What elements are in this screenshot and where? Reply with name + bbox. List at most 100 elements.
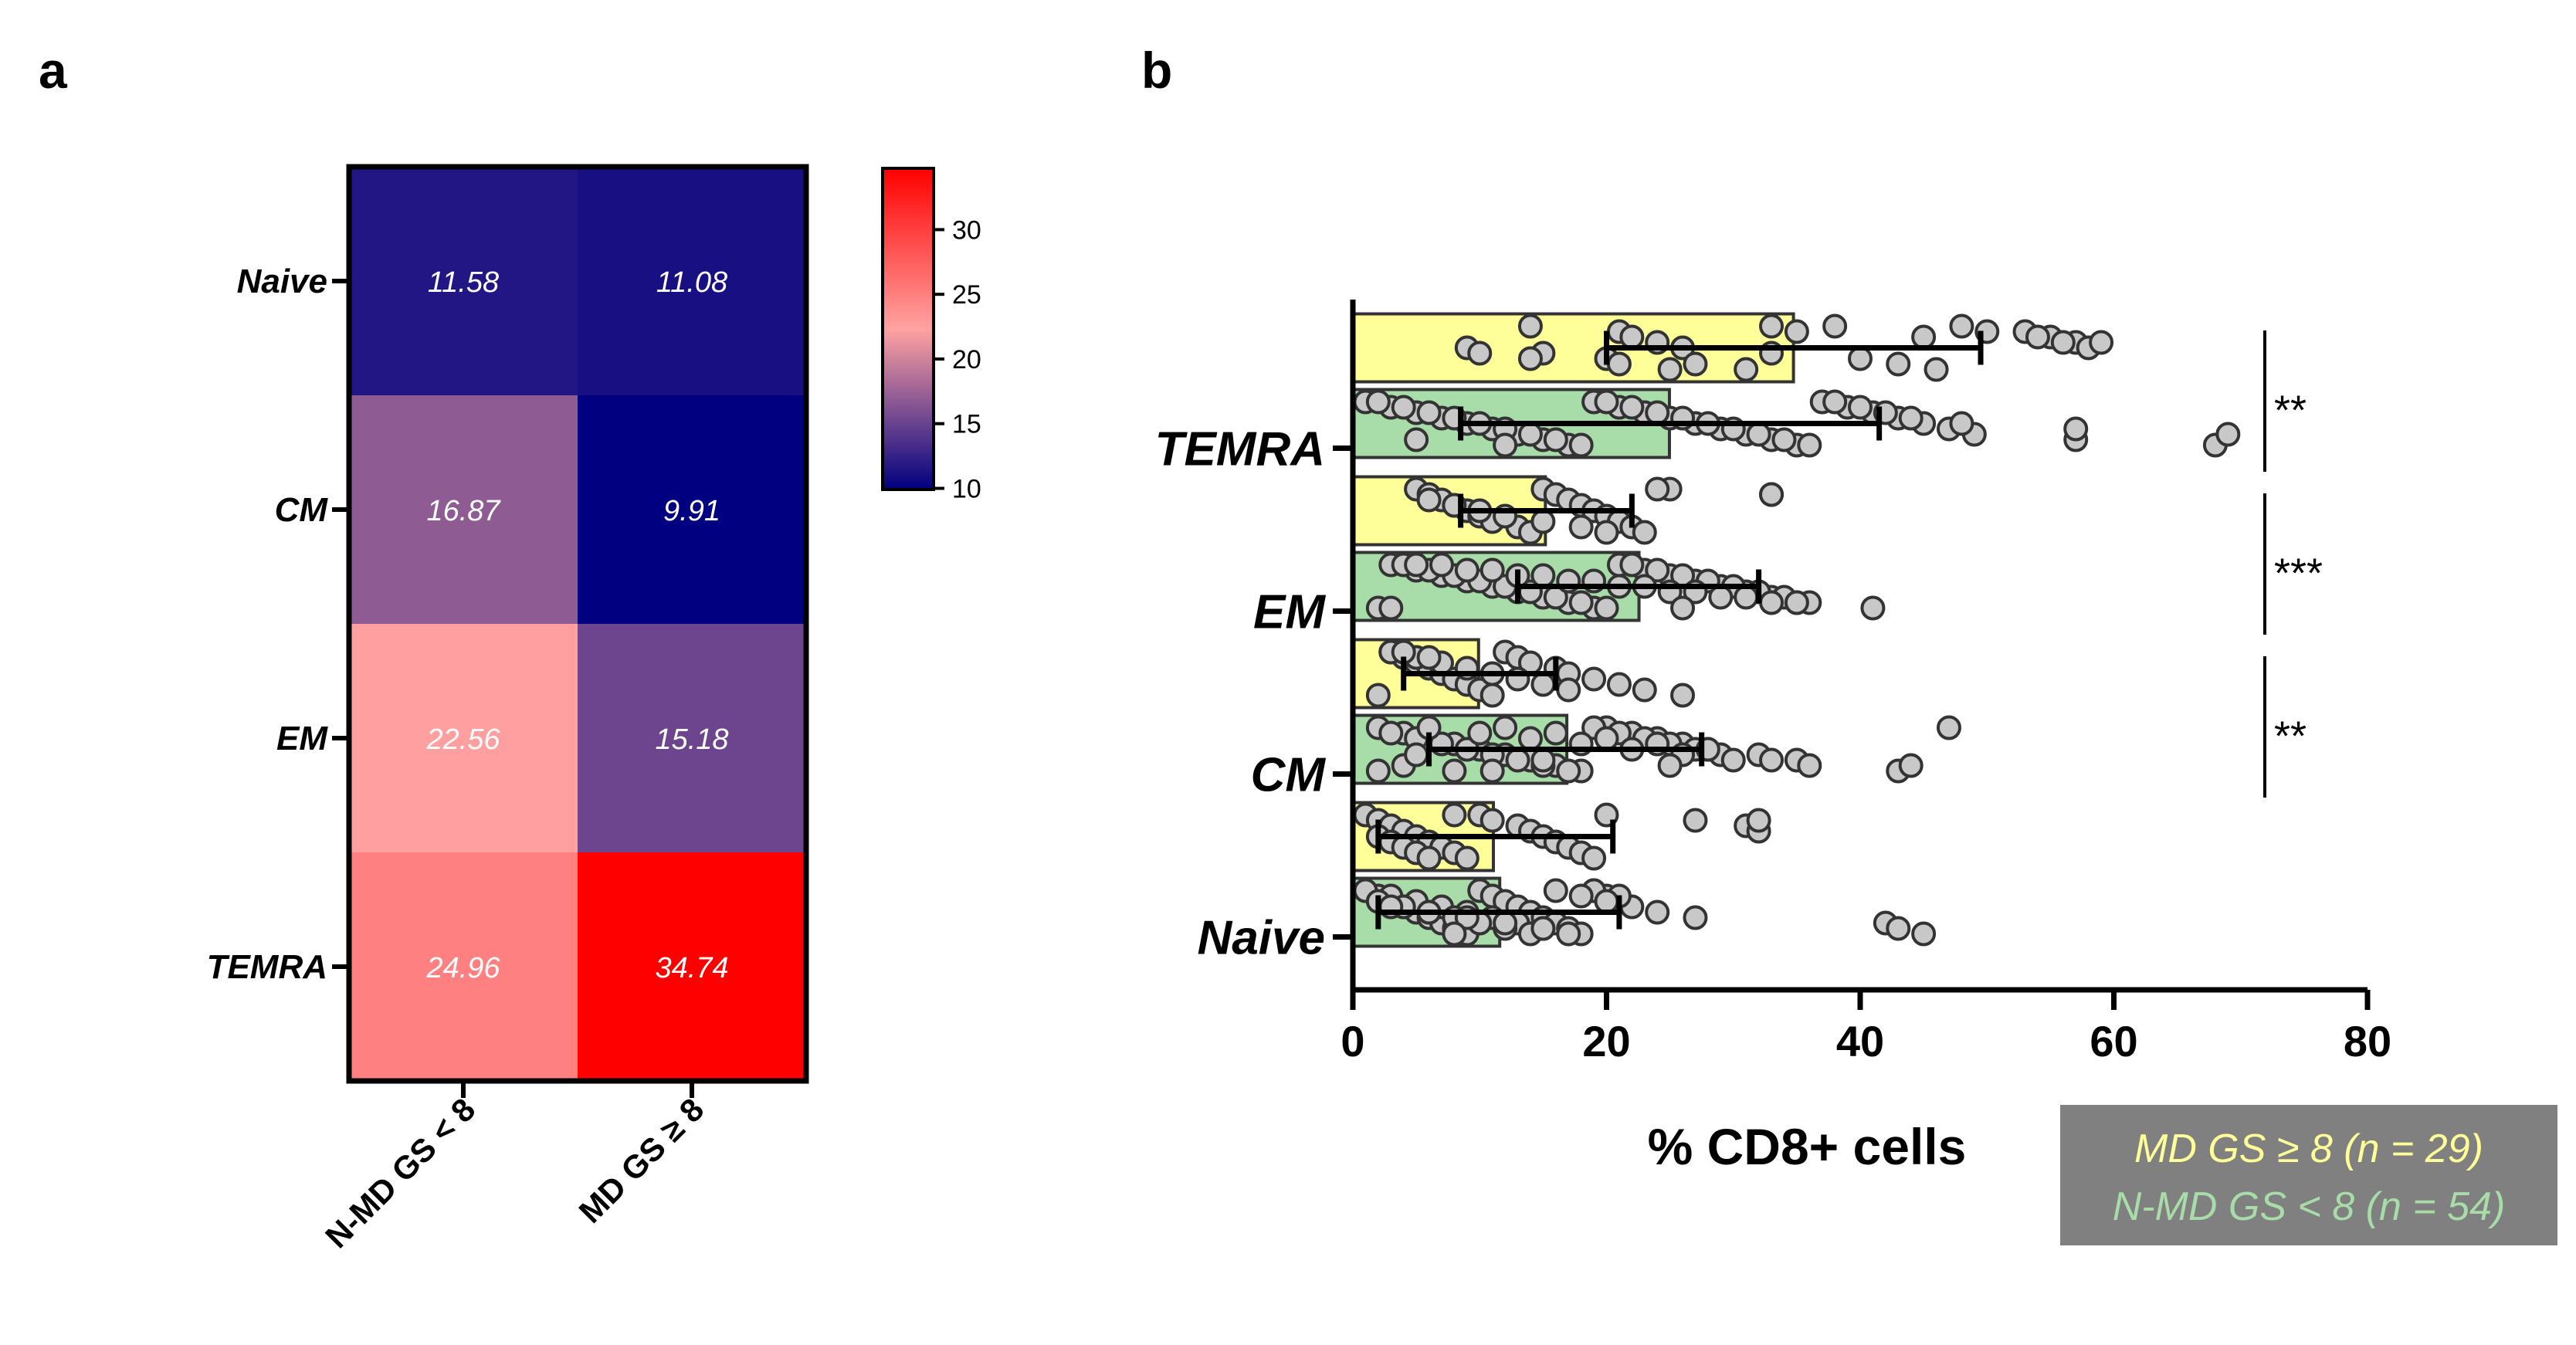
legend-item-md: MD GS ≥ 8 (n = 29) xyxy=(2134,1126,2483,1171)
heatmap-cell-value: 34.74 xyxy=(655,952,728,984)
heatmap-panel: 11.58 11.08 Naive 16.87 9.91 CM 22.56 15.18 EM 24… xyxy=(207,164,809,1255)
heatmap-cell xyxy=(578,852,806,1081)
data-point xyxy=(1404,427,1429,452)
panel-label-b: b xyxy=(1141,42,1172,99)
heatmap-row-label: EM xyxy=(276,720,328,757)
data-point xyxy=(1619,552,1645,578)
legend-box xyxy=(2060,1105,2557,1245)
data-point xyxy=(1594,595,1619,621)
data-point xyxy=(1467,720,1493,746)
x-tick-label: 40 xyxy=(1836,1017,1884,1065)
data-point xyxy=(1683,351,1708,377)
data-point xyxy=(1898,405,1924,431)
heatmap-cell xyxy=(349,852,578,1081)
data-point xyxy=(1517,726,1543,751)
colorbar-tick-label: 20 xyxy=(952,345,981,374)
data-point xyxy=(1784,590,1809,615)
data-point xyxy=(2089,330,2114,355)
data-point xyxy=(1683,808,1708,833)
data-point xyxy=(1568,590,1594,615)
heatmap-cell-value: 24.96 xyxy=(425,952,500,984)
data-point xyxy=(1759,590,1785,615)
data-point xyxy=(1543,720,1568,746)
heatmap-row-label: TEMRA xyxy=(207,948,327,986)
data-point xyxy=(1416,845,1442,871)
colorbar: 10 15 20 25 30 xyxy=(881,167,981,503)
data-point xyxy=(1365,758,1391,784)
data-point xyxy=(1898,753,1924,778)
data-point xyxy=(1822,313,1848,339)
data-point xyxy=(2215,422,2241,447)
data-point xyxy=(1683,905,1708,930)
data-point xyxy=(1734,357,1759,382)
data-point xyxy=(1480,683,1505,708)
significance-label: ** xyxy=(2274,388,2307,434)
data-point xyxy=(1771,427,1797,452)
data-point xyxy=(1594,889,1619,914)
data-point xyxy=(1606,351,1632,377)
data-point xyxy=(1949,411,1974,436)
heatmap-cell-value: 16.87 xyxy=(426,495,501,527)
data-point xyxy=(1454,845,1480,871)
data-point xyxy=(1645,899,1670,925)
data-point xyxy=(1505,747,1530,773)
heatmap-cell xyxy=(578,395,806,624)
data-point xyxy=(1911,324,1937,350)
data-point xyxy=(1429,552,1454,578)
significance-label: ** xyxy=(2274,713,2307,760)
data-point xyxy=(1670,595,1696,621)
heatmap-col-label: MD GS ≥ 8 xyxy=(571,1091,710,1230)
data-point xyxy=(1378,720,1404,746)
data-point xyxy=(1886,351,1911,377)
data-point xyxy=(1936,715,1961,740)
data-point xyxy=(1924,357,1949,382)
data-point xyxy=(1530,563,1556,588)
heatmap-cell xyxy=(349,624,578,852)
data-point xyxy=(1657,753,1683,778)
x-tick-label: 0 xyxy=(1341,1017,1364,1065)
data-point xyxy=(1493,432,1518,458)
heatmap-cell-value: 11.58 xyxy=(428,266,499,299)
y-category-label: EM xyxy=(1253,586,1326,639)
data-point xyxy=(1517,346,1543,371)
heatmap-cell-value: 9.91 xyxy=(663,495,720,527)
data-point xyxy=(1530,747,1556,773)
heatmap-cell xyxy=(349,395,578,624)
heatmap-row-label: Naive xyxy=(237,263,327,300)
data-point xyxy=(1442,758,1467,784)
data-point xyxy=(1886,916,1911,941)
data-point xyxy=(1645,400,1670,425)
data-point xyxy=(1632,520,1657,545)
data-point xyxy=(1442,802,1467,828)
data-point xyxy=(1848,346,1873,371)
data-point xyxy=(1556,758,1581,784)
x-tick-label: 80 xyxy=(2344,1017,2391,1065)
data-point xyxy=(1619,395,1645,420)
colorbar-gradient xyxy=(881,167,935,491)
data-point xyxy=(1784,319,1809,344)
x-axis-title: % CD8+ cells xyxy=(1648,1118,1967,1175)
data-point xyxy=(1365,389,1391,415)
data-point xyxy=(1556,677,1581,703)
data-point xyxy=(1581,845,1607,871)
data-point xyxy=(1594,389,1619,415)
colorbar-tick-label: 30 xyxy=(952,215,981,245)
data-point xyxy=(1365,683,1391,708)
data-point xyxy=(1530,672,1556,697)
significance-label: *** xyxy=(2274,551,2323,597)
data-point xyxy=(1416,645,1442,670)
heatmap-cell xyxy=(349,167,578,395)
colorbar-tick-label: 15 xyxy=(952,410,981,439)
legend: MD GS ≥ 8 (n = 29) N-MD GS < 8 (n = 54) xyxy=(2060,1105,2557,1245)
y-category-label: TEMRA xyxy=(1155,423,1325,476)
data-point xyxy=(1645,476,1670,502)
data-point xyxy=(1517,422,1543,447)
data-point xyxy=(1746,422,1771,447)
y-category-label: CM xyxy=(1251,749,1327,802)
colorbar-tick-label: 25 xyxy=(952,280,981,310)
data-point xyxy=(1480,758,1505,784)
data-point xyxy=(1632,677,1657,703)
data-point xyxy=(1543,427,1568,452)
data-point xyxy=(1454,557,1480,583)
